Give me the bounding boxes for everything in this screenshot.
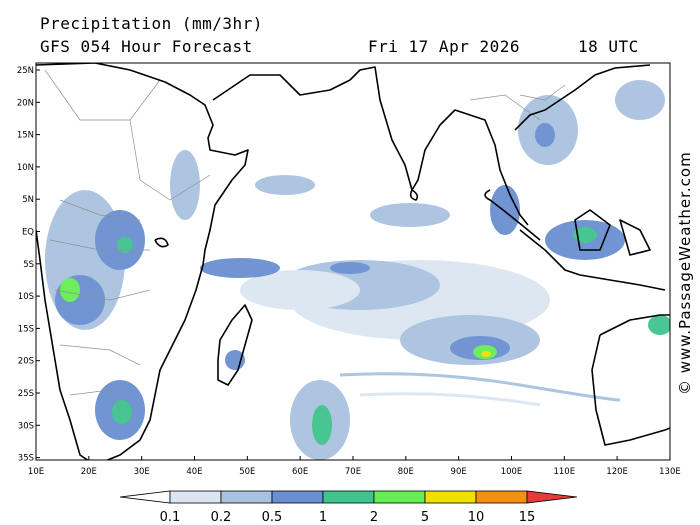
legend-swatch xyxy=(475,490,528,504)
lon-tick-label: 110E xyxy=(553,467,575,477)
lat-tick-label: 15S xyxy=(18,324,34,334)
latitude-axis: 25N 20N 15N 10N 5N EQ 5S 10S 15S 20S 25S 30S 35S xyxy=(17,66,40,464)
legend-swatch xyxy=(220,490,273,504)
lon-tick-label: 30E xyxy=(134,467,150,477)
legend-label: 10 xyxy=(468,510,485,525)
legend-swatch xyxy=(169,490,222,504)
legend-label: 5 xyxy=(421,510,429,525)
lon-tick-label: 100E xyxy=(501,467,523,477)
lat-tick-label: EQ xyxy=(22,228,34,238)
lat-tick-label: 15N xyxy=(17,131,34,141)
lon-tick-label: 40E xyxy=(186,467,202,477)
legend-label: 15 xyxy=(519,510,536,525)
legend-swatch xyxy=(322,490,375,504)
forecast-date: Fri 17 Apr 2026 xyxy=(368,37,520,56)
legend-label: 0.1 xyxy=(160,510,181,525)
lat-tick-label: 35S xyxy=(18,454,34,464)
lat-tick-label: 25S xyxy=(18,389,34,399)
lat-tick-label: 10S xyxy=(18,292,34,302)
legend-swatch xyxy=(119,490,171,504)
lat-tick-label: 25N xyxy=(17,66,34,76)
legend-swatch xyxy=(424,490,477,504)
map-area xyxy=(36,63,670,460)
lat-tick-label: 20S xyxy=(18,357,34,367)
country-borders xyxy=(44,69,566,411)
lon-tick-label: 120E xyxy=(606,467,628,477)
legend-label: 0.2 xyxy=(211,510,232,525)
lon-tick-label: 130E xyxy=(659,467,681,477)
lon-tick-label: 10E xyxy=(28,467,44,477)
legend-label: 2 xyxy=(370,510,378,525)
lon-tick-label: 50E xyxy=(239,467,255,477)
lat-tick-label: 5N xyxy=(22,195,34,205)
forecast-time: 18 UTC xyxy=(578,37,639,56)
precipitation-field xyxy=(45,80,670,460)
precipitation-legend: 0.1 0.2 0.5 1 2 5 10 15 xyxy=(119,490,578,525)
lon-tick-label: 70E xyxy=(345,467,361,477)
lon-tick-label: 90E xyxy=(451,467,467,477)
lon-tick-label: 80E xyxy=(398,467,414,477)
chart-title: Precipitation (mm/3hr) xyxy=(40,14,263,33)
coastlines xyxy=(36,63,670,460)
lon-tick-label: 20E xyxy=(81,467,97,477)
legend-swatch xyxy=(271,490,324,504)
credit-text: © www.PassageWeather.com xyxy=(676,151,694,395)
lat-tick-label: 20N xyxy=(17,98,34,108)
lon-tick-label: 60E xyxy=(292,467,308,477)
legend-swatch xyxy=(373,490,426,504)
legend-swatch xyxy=(526,490,578,504)
lat-tick-label: 30S xyxy=(18,421,34,431)
legend-label: 1 xyxy=(319,510,327,525)
forecast-label: GFS 054 Hour Forecast xyxy=(40,37,253,56)
legend-label: 0.5 xyxy=(262,510,283,525)
longitude-axis: 10E 20E 30E 40E 50E 60E 70E 80E 90E 100E 110E 120E 1… xyxy=(28,456,681,477)
lat-tick-label: 5S xyxy=(23,260,34,270)
lat-tick-label: 10N xyxy=(17,163,34,173)
